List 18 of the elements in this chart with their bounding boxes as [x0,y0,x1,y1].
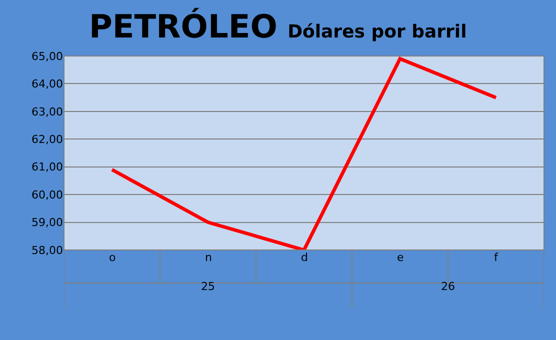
y-tick-label: 58,00 [32,244,63,257]
x-tick-label: e [397,251,404,264]
x-tick-label: o [109,251,116,264]
line-series [110,57,498,250]
x-tick-label: f [494,251,499,264]
y-tick-label: 59,00 [32,216,63,230]
x-tick-label: d [301,251,308,264]
chart-subtitle: Dólares por barril [288,22,467,43]
y-tick-label: 63,00 [32,105,63,118]
text: 25 [201,280,215,293]
chart-title: PETRÓLEO [88,8,278,46]
y-tick-label: 64,00 [32,78,63,91]
text: 26 [441,280,455,293]
y-tick-label: 65,00 [32,50,63,63]
x-tick-label: n [205,251,212,264]
y-tick-label: 61,00 [32,160,63,174]
y-tick-label: 62,00 [32,132,63,146]
y-tick-label: 60,00 [32,188,63,202]
